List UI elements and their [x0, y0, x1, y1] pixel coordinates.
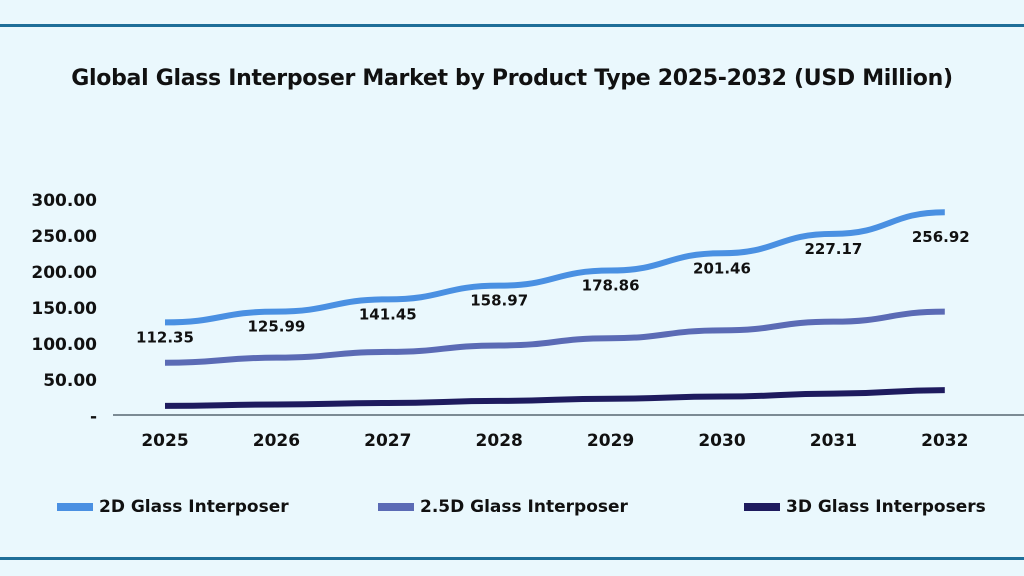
legend-swatch-2-5d — [378, 503, 414, 511]
data-label: 125.99 — [247, 318, 305, 336]
y-tick-label: 100.00 — [31, 335, 97, 355]
legend-swatch-3d — [744, 503, 780, 511]
data-label: 112.35 — [136, 328, 194, 346]
series-line-1 — [164, 308, 945, 366]
y-tick-label: - — [90, 407, 97, 427]
data-label: 141.45 — [359, 305, 417, 323]
data-label: 256.92 — [912, 228, 970, 246]
bottom-border — [0, 557, 1024, 560]
data-label: 178.86 — [582, 277, 640, 295]
series-line-2 — [164, 387, 945, 409]
legend-label-2-5d: 2.5D Glass Interposer — [420, 497, 628, 517]
legend-item-2d: 2D Glass Interposer — [57, 497, 289, 517]
data-label: 158.97 — [470, 292, 528, 310]
x-tick-label: 2028 — [476, 431, 523, 451]
x-tick-label: 2027 — [364, 431, 411, 451]
legend-label-2d: 2D Glass Interposer — [99, 497, 289, 517]
y-tick-label: 200.00 — [31, 263, 97, 283]
y-tick-label: 300.00 — [31, 191, 97, 211]
data-label: 227.17 — [804, 240, 862, 258]
x-tick-label: 2030 — [698, 431, 745, 451]
y-tick-label: 250.00 — [31, 227, 97, 247]
x-tick-label: 2026 — [253, 431, 300, 451]
legend-item-2-5d: 2.5D Glass Interposer — [378, 497, 628, 517]
x-tick-label: 2025 — [141, 431, 188, 451]
y-tick-label: 150.00 — [31, 299, 97, 319]
legend-label-3d: 3D Glass Interposers — [786, 497, 986, 517]
chart-title: Global Glass Interposer Market by Produc… — [71, 66, 953, 91]
legend-swatch-2d — [57, 503, 93, 511]
top-border — [0, 24, 1024, 27]
data-label: 201.46 — [693, 259, 751, 277]
x-tick-label: 2029 — [587, 431, 634, 451]
legend-item-3d: 3D Glass Interposers — [744, 497, 986, 517]
x-tick-label: 2032 — [921, 431, 968, 451]
y-tick-label: 50.00 — [43, 371, 97, 391]
series-line-0 — [164, 209, 945, 326]
x-tick-label: 2031 — [810, 431, 857, 451]
